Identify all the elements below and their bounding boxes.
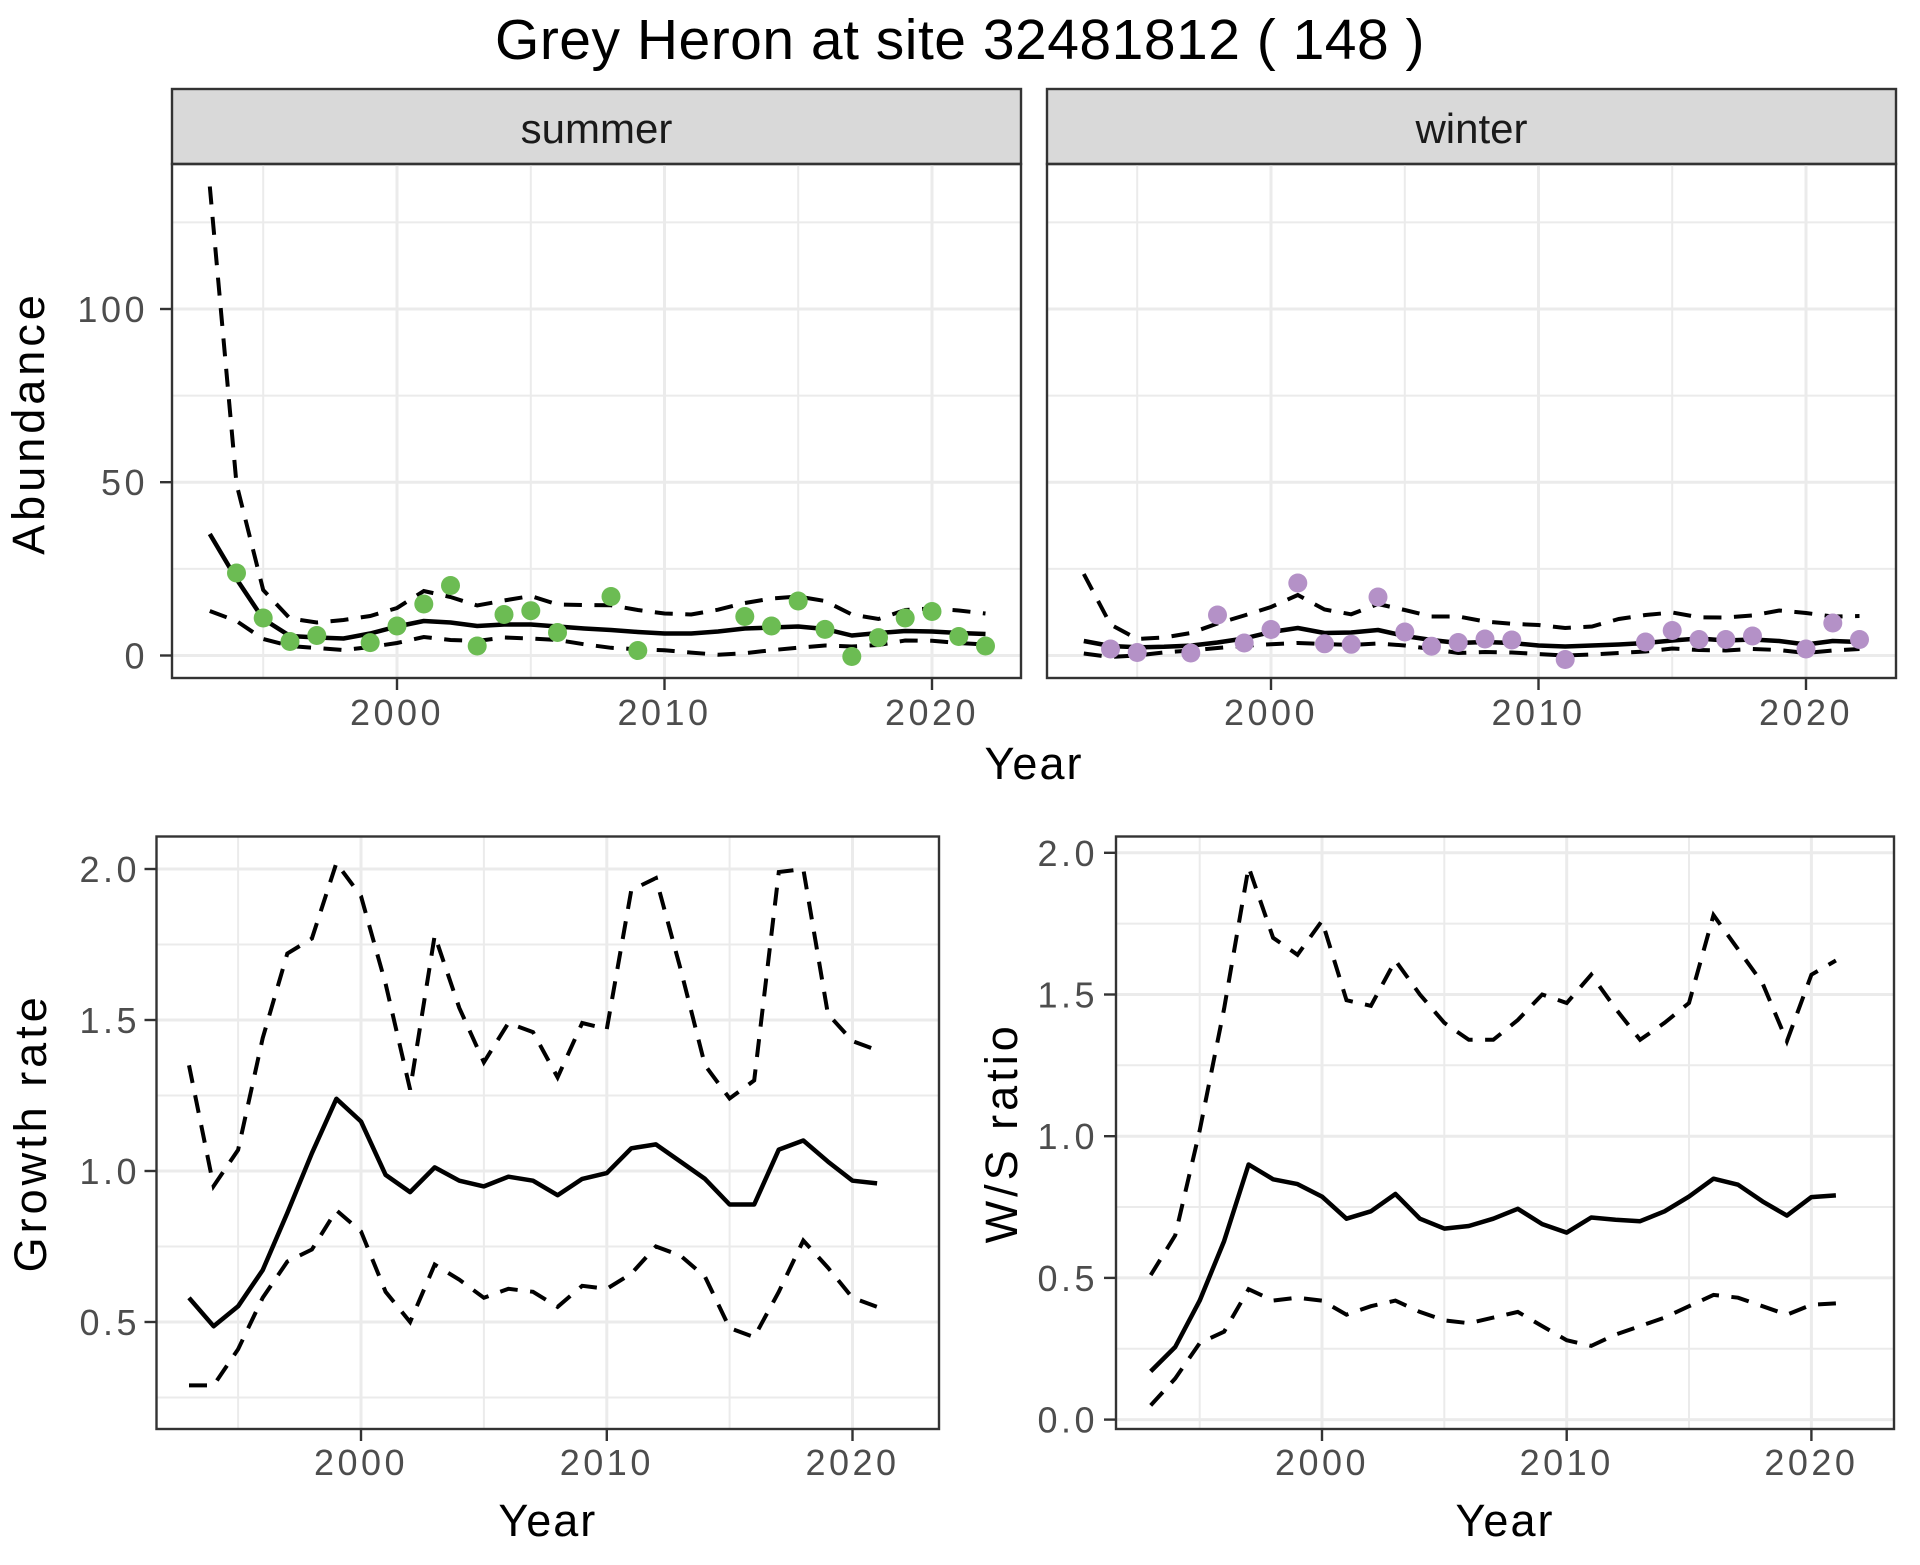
svg-text:2000: 2000 [350, 692, 444, 733]
svg-text:2020: 2020 [805, 1442, 899, 1483]
svg-text:1.0: 1.0 [79, 1151, 140, 1192]
svg-text:Year: Year [1456, 1495, 1555, 1546]
svg-text:winter: winter [1414, 105, 1527, 152]
svg-text:2020: 2020 [885, 692, 979, 733]
svg-text:2010: 2010 [560, 1442, 654, 1483]
svg-text:Year: Year [498, 1495, 597, 1546]
svg-text:summer: summer [521, 105, 673, 152]
svg-text:1.0: 1.0 [1037, 1116, 1098, 1157]
svg-text:0.5: 0.5 [1037, 1258, 1098, 1299]
svg-text:2000: 2000 [1275, 1442, 1369, 1483]
svg-text:2020: 2020 [1764, 1442, 1858, 1483]
svg-text:2010: 2010 [1491, 692, 1585, 733]
svg-text:0: 0 [124, 636, 148, 677]
svg-text:2.0: 2.0 [79, 849, 140, 890]
svg-text:Year: Year [985, 738, 1084, 789]
svg-text:2010: 2010 [617, 692, 711, 733]
svg-text:1.5: 1.5 [79, 1000, 140, 1041]
svg-text:2000: 2000 [1224, 692, 1318, 733]
svg-text:2010: 2010 [1520, 1442, 1614, 1483]
svg-text:2020: 2020 [1759, 692, 1853, 733]
svg-text:0.0: 0.0 [1037, 1400, 1098, 1441]
svg-text:1.5: 1.5 [1037, 975, 1098, 1016]
svg-text:50: 50 [101, 462, 148, 503]
svg-text:Abundance: Abundance [3, 291, 54, 555]
svg-text:Growth rate: Growth rate [5, 993, 56, 1272]
svg-text:W/S ratio: W/S ratio [976, 1022, 1027, 1243]
svg-text:0.5: 0.5 [79, 1302, 140, 1343]
svg-text:2000: 2000 [314, 1442, 408, 1483]
svg-text:100: 100 [77, 289, 148, 330]
svg-text:Grey Heron at site 32481812 (: Grey Heron at site 32481812 ( 148 ) [495, 8, 1425, 72]
svg-text:2.0: 2.0 [1037, 833, 1098, 874]
